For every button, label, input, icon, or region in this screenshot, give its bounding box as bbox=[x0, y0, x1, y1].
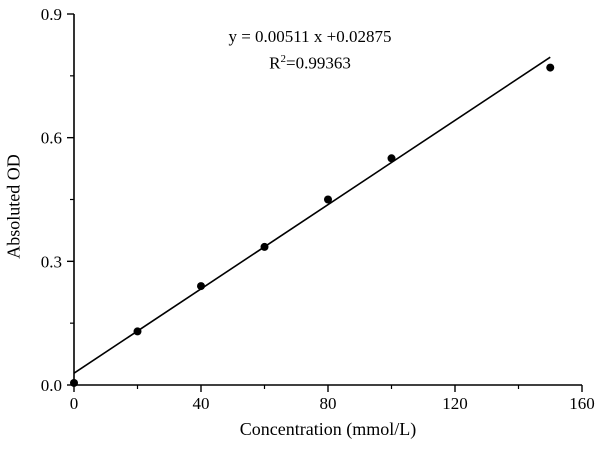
x-axis-label: Concentration (mmol/L) bbox=[239, 419, 417, 439]
r-squared-exponent: 2 bbox=[280, 53, 287, 65]
y-tick-label: 0.6 bbox=[41, 129, 62, 148]
x-tick-label: 40 bbox=[193, 394, 210, 413]
fit-line bbox=[73, 56, 551, 374]
x-tick-label: 160 bbox=[569, 394, 595, 413]
x-tick-label: 80 bbox=[320, 394, 337, 413]
y-axis-label: Absoluted OD bbox=[3, 154, 24, 259]
y-tick-label: 0.9 bbox=[41, 5, 62, 24]
r-squared-value: =0.99363 bbox=[286, 53, 351, 73]
data-point bbox=[260, 242, 269, 251]
y-tick-label: 0.3 bbox=[41, 252, 62, 271]
data-point bbox=[387, 154, 396, 163]
data-point bbox=[546, 63, 555, 72]
fit-annotation: y = 0.00511 x +0.02875 R2=0.99363 bbox=[170, 25, 450, 75]
data-point bbox=[197, 282, 205, 291]
fit-equation: y = 0.00511 x +0.02875 bbox=[228, 27, 392, 46]
r-squared: R2=0.99363 bbox=[269, 53, 351, 73]
data-point bbox=[324, 195, 332, 204]
x-tick-label: 0 bbox=[70, 394, 79, 413]
y-tick-label: 0.0 bbox=[41, 376, 62, 395]
data-point bbox=[133, 327, 142, 336]
data-point bbox=[70, 378, 78, 387]
x-tick-label: 120 bbox=[442, 394, 468, 413]
